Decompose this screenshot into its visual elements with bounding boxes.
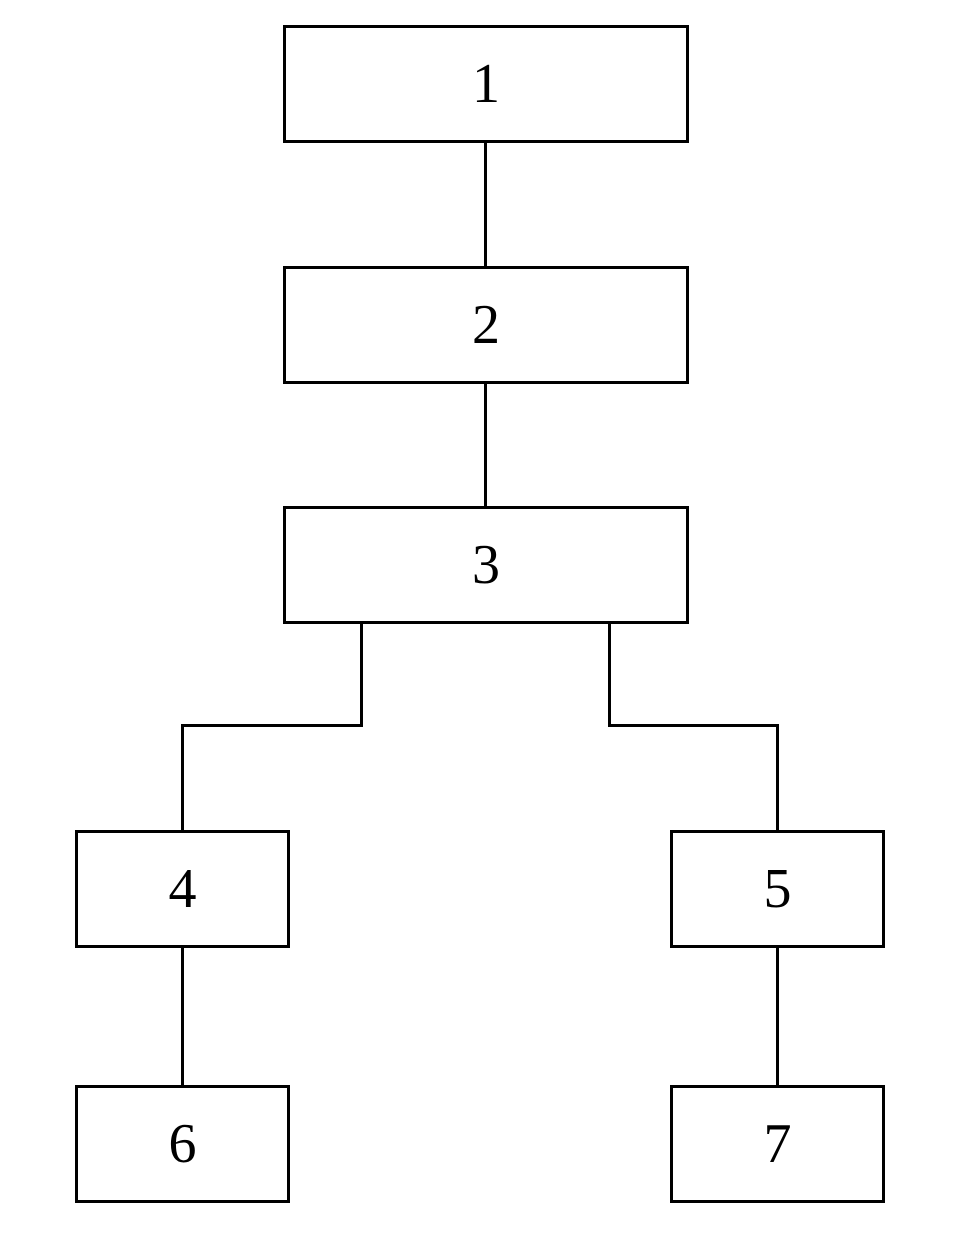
node-label: 6 bbox=[169, 1112, 197, 1176]
edge-4-6 bbox=[181, 948, 184, 1085]
node-7: 7 bbox=[670, 1085, 885, 1203]
node-label: 4 bbox=[169, 857, 197, 921]
node-2: 2 bbox=[283, 266, 689, 384]
node-6: 6 bbox=[75, 1085, 290, 1203]
node-3: 3 bbox=[283, 506, 689, 624]
node-label: 5 bbox=[764, 857, 792, 921]
node-4: 4 bbox=[75, 830, 290, 948]
edge-3-branch-right-v2 bbox=[776, 724, 779, 830]
edge-2-3 bbox=[484, 384, 487, 506]
node-label: 1 bbox=[472, 52, 500, 116]
node-label: 2 bbox=[472, 293, 500, 357]
edge-1-2 bbox=[484, 143, 487, 266]
edge-3-branch-left-h bbox=[181, 724, 363, 727]
edge-3-branch-right-h bbox=[608, 724, 778, 727]
node-1: 1 bbox=[283, 25, 689, 143]
node-label: 3 bbox=[472, 533, 500, 597]
node-label: 7 bbox=[764, 1112, 792, 1176]
edge-3-branch-left-v1 bbox=[360, 624, 363, 724]
node-5: 5 bbox=[670, 830, 885, 948]
edge-5-7 bbox=[776, 948, 779, 1085]
edge-3-branch-right-v1 bbox=[608, 624, 611, 724]
edge-3-branch-left-v2 bbox=[181, 724, 184, 830]
